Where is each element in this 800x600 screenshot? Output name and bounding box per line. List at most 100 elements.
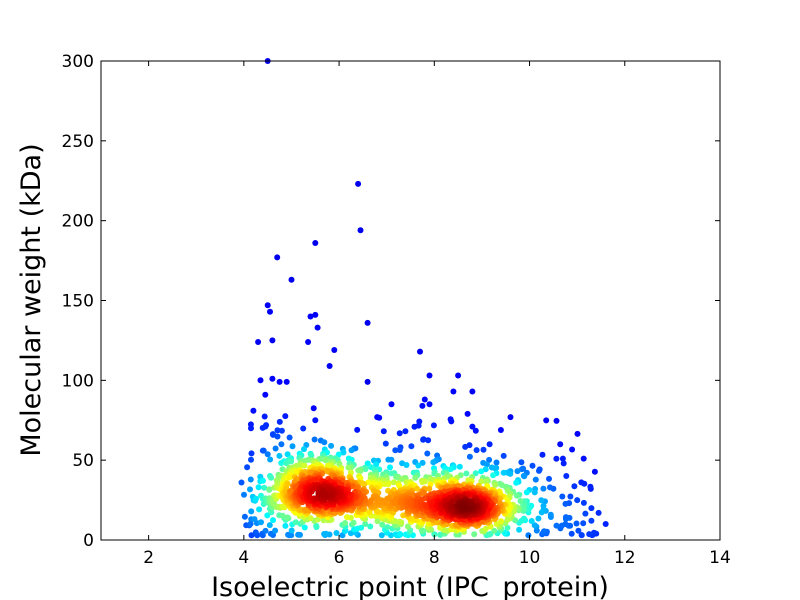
- data-point: [388, 470, 395, 477]
- data-point: [301, 462, 308, 469]
- data-point: [247, 486, 253, 493]
- data-point: [541, 528, 548, 535]
- data-point: [546, 475, 552, 482]
- data-point: [580, 455, 587, 462]
- data-point: [313, 522, 320, 529]
- data-point: [472, 427, 479, 434]
- data-point: [238, 479, 245, 486]
- data-point: [286, 474, 293, 481]
- data-point: [602, 521, 609, 527]
- data-point: [247, 520, 254, 527]
- data-point: [455, 372, 462, 379]
- data-point: [536, 467, 542, 474]
- data-point: [417, 348, 423, 355]
- data-point: [531, 489, 538, 496]
- data-point: [396, 447, 403, 453]
- data-point: [311, 436, 318, 443]
- data-point: [261, 484, 268, 491]
- data-point: [482, 525, 489, 532]
- data-point: [267, 308, 273, 315]
- data-point: [574, 497, 581, 504]
- data-point: [573, 520, 580, 527]
- data-point: [553, 522, 560, 529]
- data-point: [248, 456, 254, 463]
- data-point: [471, 531, 478, 538]
- data-point: [525, 532, 532, 539]
- data-point: [292, 519, 299, 526]
- y-tick-label: 0: [83, 531, 94, 551]
- data-point: [513, 492, 520, 499]
- data-point: [288, 276, 295, 283]
- data-point: [469, 388, 476, 395]
- data-point: [355, 467, 362, 474]
- data-point: [266, 486, 273, 493]
- data-point: [437, 531, 444, 538]
- data-point: [562, 514, 569, 521]
- data-point: [507, 470, 514, 477]
- data-point: [562, 500, 569, 507]
- ticks-layer: 2 4 6 8 10 12 14 0 50 100 150 200 250 300: [62, 52, 731, 568]
- data-point: [333, 530, 340, 536]
- data-point: [408, 443, 415, 450]
- y-tick-label: 100: [62, 371, 94, 391]
- data-point: [425, 437, 432, 444]
- data-point: [456, 463, 463, 470]
- data-point: [419, 459, 426, 466]
- data-point: [373, 461, 380, 468]
- data-point: [420, 490, 427, 497]
- data-point: [279, 512, 286, 519]
- data-point: [257, 377, 264, 384]
- data-point: [480, 446, 487, 453]
- data-point: [305, 339, 312, 345]
- data-point: [300, 425, 307, 432]
- data-point: [497, 427, 504, 433]
- data-point: [513, 479, 520, 486]
- data-point: [492, 482, 499, 488]
- x-tick-label: 4: [238, 548, 249, 568]
- data-point: [578, 532, 585, 539]
- data-point: [426, 372, 433, 379]
- data-point: [274, 254, 281, 261]
- data-point: [364, 319, 371, 326]
- data-point: [396, 482, 403, 489]
- data-point: [580, 499, 587, 506]
- data-point: [261, 413, 268, 420]
- data-point: [396, 430, 403, 437]
- data-point: [586, 531, 593, 538]
- data-point: [473, 447, 480, 454]
- data-point: [507, 414, 514, 421]
- data-point: [399, 476, 406, 483]
- data-point: [385, 456, 392, 463]
- data-point: [415, 462, 422, 469]
- data-point: [595, 509, 602, 516]
- data-point: [538, 509, 545, 516]
- data-point: [283, 460, 290, 467]
- data-point: [266, 522, 273, 529]
- data-point: [312, 311, 319, 318]
- data-point: [591, 468, 598, 475]
- data-point: [412, 474, 419, 481]
- data-point: [282, 413, 289, 420]
- data-point: [269, 375, 276, 382]
- data-point: [288, 527, 295, 534]
- data-point: [357, 227, 364, 234]
- data-point: [397, 531, 403, 537]
- data-point: [314, 324, 321, 331]
- data-point: [418, 527, 425, 534]
- data-point: [532, 476, 539, 483]
- data-point: [378, 532, 385, 539]
- data-point: [517, 498, 524, 504]
- data-point: [294, 469, 301, 475]
- data-point: [430, 422, 437, 429]
- data-point: [307, 515, 314, 522]
- data-point: [514, 468, 521, 475]
- data-point: [402, 428, 409, 435]
- data-point: [258, 519, 264, 526]
- data-point: [426, 401, 433, 408]
- data-point: [419, 402, 426, 409]
- data-point: [376, 414, 383, 421]
- data-point: [268, 474, 275, 481]
- data-point: [491, 527, 498, 534]
- data-point: [483, 461, 490, 468]
- data-point: [462, 443, 469, 450]
